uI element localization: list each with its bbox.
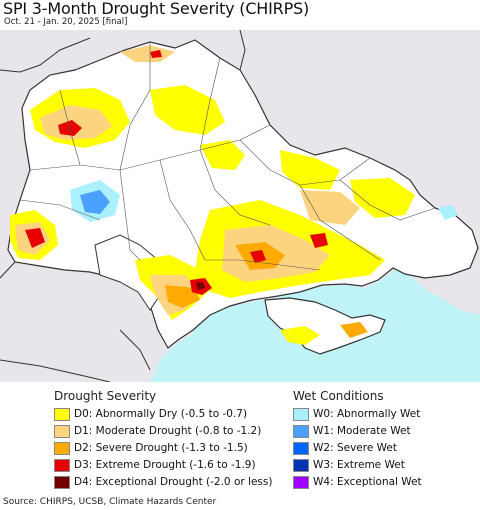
legend-item-w3: W3: Extreme Wet: [293, 457, 405, 473]
legend-swatch-w3: [293, 458, 309, 472]
country-borders: [0, 30, 246, 382]
map-title: SPI 3-Month Drought Severity (CHIRPS): [3, 0, 310, 18]
legend-swatch-d3: [54, 458, 70, 472]
legend-label-w1: W1: Moderate Wet: [313, 425, 411, 437]
legend: Drought Severity D0: Abnormally Dry (-0.…: [0, 383, 480, 491]
legend-label-w4: W4: Exceptional Wet: [313, 476, 422, 488]
legend-swatch-w2: [293, 441, 309, 455]
legend-swatch-d0: [54, 407, 70, 421]
source-credit: Source: CHIRPS, UCSB, Climate Hazards Ce…: [3, 497, 217, 507]
legend-drought-heading: Drought Severity: [54, 389, 157, 403]
legend-label-d4: D4: Exceptional Drought (-2.0 or less): [74, 476, 273, 488]
legend-item-d2: D2: Severe Drought (-1.3 to -1.5): [54, 440, 248, 456]
map-svg: [0, 30, 480, 382]
legend-label-d0: D0: Abnormally Dry (-0.5 to -0.7): [74, 408, 248, 420]
map-subtitle: Oct. 21 - Jan. 20, 2025 [final]: [4, 17, 128, 27]
map-panel[interactable]: [0, 30, 480, 382]
header: SPI 3-Month Drought Severity (CHIRPS) Oc…: [0, 0, 480, 30]
legend-item-d3: D3: Extreme Drought (-1.6 to -1.9): [54, 457, 256, 473]
legend-wet-heading: Wet Conditions: [293, 389, 384, 403]
legend-item-d0: D0: Abnormally Dry (-0.5 to -0.7): [54, 406, 247, 422]
wet-patches: [70, 180, 458, 222]
legend-swatch-d1: [54, 424, 70, 438]
legend-swatch-w1: [293, 424, 309, 438]
legend-swatch-d4: [54, 475, 70, 489]
legend-label-w0: W0: Abnormally Wet: [313, 408, 421, 420]
legend-label-d1: D1: Moderate Drought (-0.8 to -1.2): [74, 425, 262, 437]
legend-item-d4: D4: Exceptional Drought (-2.0 or less): [54, 474, 272, 490]
legend-label-w2: W2: Severe Wet: [313, 442, 397, 454]
legend-item-w4: W4: Exceptional Wet: [293, 474, 422, 490]
legend-swatch-w4: [293, 475, 309, 489]
legend-label-d3: D3: Extreme Drought (-1.6 to -1.9): [74, 459, 256, 471]
legend-item-w1: W1: Moderate Wet: [293, 423, 411, 439]
legend-label-w3: W3: Extreme Wet: [313, 459, 405, 471]
legend-swatch-w0: [293, 407, 309, 421]
oblast-boundaries: [19, 42, 436, 271]
legend-label-d2: D2: Severe Drought (-1.3 to -1.5): [74, 442, 248, 454]
legend-item-d1: D1: Moderate Drought (-0.8 to -1.2): [54, 423, 261, 439]
legend-swatch-d2: [54, 441, 70, 455]
legend-item-w0: W0: Abnormally Wet: [293, 406, 420, 422]
legend-item-w2: W2: Severe Wet: [293, 440, 397, 456]
